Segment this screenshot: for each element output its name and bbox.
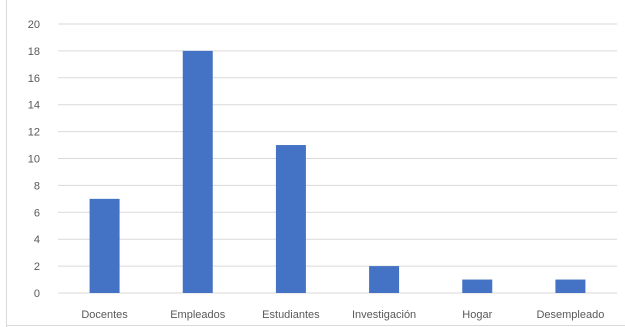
bar-5	[555, 279, 586, 293]
frame-border-left	[6, 0, 7, 327]
y-tick-label: 4	[34, 234, 40, 246]
bar-3	[369, 266, 400, 293]
x-tick-label: Empleados	[170, 309, 226, 321]
y-tick-label: 14	[28, 100, 40, 112]
y-tick-label: 18	[28, 46, 40, 58]
x-tick-label: Investigación	[352, 309, 416, 321]
y-tick-label: 16	[28, 73, 40, 85]
frame-border-bottom	[6, 325, 625, 326]
bar-2	[275, 145, 306, 293]
bars	[89, 50, 586, 294]
gridlines	[58, 23, 617, 294]
bar-1	[182, 50, 213, 294]
y-tick-label: 10	[28, 154, 40, 166]
y-axis-ticks: 0 2 4 6 8 10 12 14 16 18 20	[28, 19, 40, 300]
y-tick-label: 8	[34, 180, 40, 192]
y-tick-label: 0	[34, 288, 40, 300]
bar-0	[89, 198, 120, 293]
y-tick-label: 20	[28, 19, 40, 31]
y-tick-label: 12	[28, 127, 40, 139]
x-tick-label: Docentes	[81, 309, 128, 321]
y-tick-label: 2	[34, 261, 40, 273]
x-tick-label: Hogar	[462, 309, 492, 321]
bar-4	[462, 279, 493, 293]
x-axis-ticks: Docentes Empleados Estudiantes Investigació…	[81, 309, 604, 321]
x-tick-label: Estudiantes	[262, 309, 320, 321]
x-tick-label: Desempleado	[536, 309, 604, 321]
y-tick-label: 6	[34, 207, 40, 219]
